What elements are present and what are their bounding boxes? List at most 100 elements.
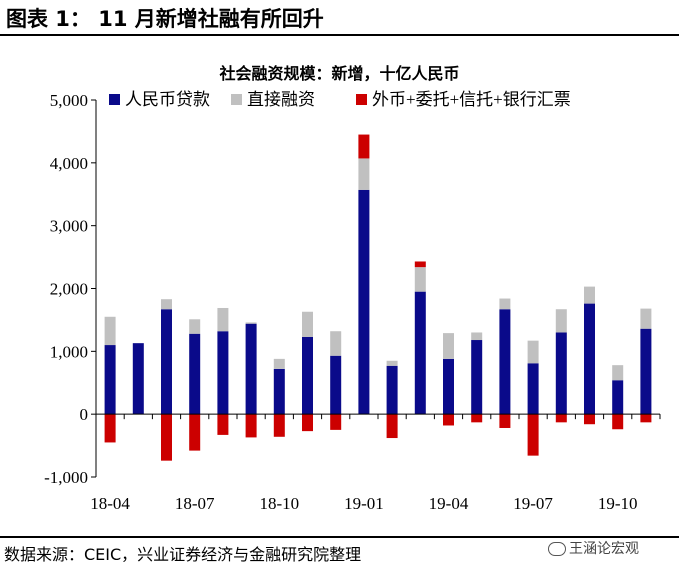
bar-rmb-loans [584, 303, 595, 415]
bar-group-18-12 [330, 331, 342, 430]
bar-group-18-07 [189, 319, 201, 451]
bar-rmb-loans [161, 309, 172, 415]
bar-other [358, 134, 370, 159]
bar-rmb-loans [330, 355, 342, 415]
watermark: 王涵论宏观 [548, 538, 639, 558]
bar-group-18-06 [161, 299, 172, 461]
bar-group-19-10 [612, 365, 624, 430]
bar-group-19-05 [471, 332, 483, 423]
legend-swatch-other [356, 94, 367, 105]
bar-group-19-08 [555, 309, 567, 423]
bar-direct-financing [358, 158, 370, 190]
x-tick-label: 19-10 [598, 494, 638, 513]
x-tick-label: 19-07 [513, 494, 553, 513]
bar-direct-financing [245, 322, 257, 324]
bars [104, 134, 652, 461]
bar-other [527, 414, 539, 456]
bar-group-18-11 [302, 311, 313, 432]
legend-swatch-rmb_loans [109, 94, 120, 105]
chart-title: 社会融资规模：新增，十亿人民币 [219, 64, 460, 83]
bar-other [104, 414, 116, 443]
bar-group-19-07 [527, 340, 539, 456]
x-tick-label: 18-07 [175, 494, 215, 513]
bar-other [386, 414, 398, 439]
legend: 人民币贷款 直接融资 外币+委托+信托+银行汇票 [109, 90, 571, 109]
bar-group-18-04 [104, 316, 116, 443]
bar-rmb-loans [104, 345, 116, 415]
bar-group-19-04 [443, 333, 454, 426]
source-note: 数据来源：CEIC，兴业证券经济与金融研究院整理 [4, 545, 362, 564]
top-rule [0, 34, 679, 36]
legend-swatch-direct [231, 94, 242, 105]
x-tick-label: 18-10 [259, 494, 299, 513]
bar-other [584, 414, 595, 425]
legend-label-rmb_loans: 人民币贷款 [125, 90, 210, 109]
bar-group-19-09 [584, 286, 595, 425]
bar-other [330, 414, 342, 430]
bar-rmb-loans [527, 363, 539, 415]
bar-direct-financing [443, 333, 454, 359]
bar-group-19-01 [358, 134, 370, 415]
x-tick-label: 19-04 [429, 494, 469, 513]
bar-rmb-loans [443, 358, 454, 415]
bar-other [161, 414, 172, 461]
bar-rmb-loans [471, 340, 483, 415]
x-tick-label: 18-04 [90, 494, 130, 513]
bar-direct-financing [471, 332, 483, 341]
y-tick-label: 0 [80, 405, 89, 424]
bar-rmb-loans [414, 291, 426, 415]
legend-label-direct: 直接融资 [247, 90, 315, 109]
bar-rmb-loans [273, 368, 285, 415]
legend-label-other: 外币+委托+信托+银行汇票 [372, 90, 571, 109]
bar-direct-financing [527, 340, 539, 364]
bar-group-19-11 [640, 308, 652, 423]
bar-group-19-02 [386, 360, 398, 439]
watermark-text: 王涵论宏观 [569, 541, 639, 557]
bar-other [443, 414, 454, 426]
bar-other [555, 414, 567, 423]
bar-rmb-loans [358, 189, 370, 415]
bar-other [640, 414, 652, 423]
bar-group-19-06 [499, 298, 511, 428]
bar-rmb-loans [640, 328, 652, 415]
y-tick-label: -1,000 [44, 468, 88, 487]
bar-other [471, 414, 483, 423]
bar-other [273, 414, 285, 437]
bar-direct-financing [499, 298, 511, 310]
bar-direct-financing [584, 286, 595, 304]
bar-rmb-loans [612, 380, 624, 415]
y-tick-label: 2,000 [50, 280, 88, 299]
y-tick-label: 3,000 [50, 217, 88, 236]
y-tick-label: 4,000 [50, 154, 88, 173]
bar-other [414, 261, 426, 268]
bar-rmb-loans [386, 365, 398, 415]
stacked-bar-chart: 人民币贷款 直接融资 外币+委托+信托+银行汇票 -1,000 0 1,000 2,000… [44, 90, 661, 513]
bar-rmb-loans [245, 323, 257, 415]
bar-group-18-10 [273, 358, 285, 437]
bar-group-18-09 [245, 322, 257, 438]
bar-group-18-05 [132, 343, 144, 415]
bar-direct-financing [640, 308, 652, 329]
bar-other [302, 414, 313, 432]
bar-direct-financing [189, 319, 201, 334]
y-axis: -1,000 0 1,000 2,000 3,000 4,000 5,000 [44, 91, 97, 487]
x-tick-label: 19-01 [344, 494, 384, 513]
bar-direct-financing [217, 307, 229, 332]
bar-rmb-loans [555, 332, 567, 415]
bottom-rule [0, 536, 679, 538]
bar-direct-financing [302, 311, 313, 337]
bar-direct-financing [330, 331, 342, 356]
figure-title: 图表 1： 11 月新增社融有所回升 [6, 7, 324, 31]
chat-bubble-icon [548, 542, 566, 556]
bar-direct-financing [414, 267, 426, 292]
bar-rmb-loans [217, 331, 229, 415]
bar-direct-financing [612, 365, 624, 381]
x-axis: 18-04 18-07 18-10 19-01 19-04 19-07 19-10 [90, 413, 661, 513]
y-tick-label: 1,000 [50, 342, 88, 361]
bar-direct-financing [104, 316, 116, 346]
y-tick-label: 5,000 [50, 91, 88, 110]
bar-rmb-loans [302, 336, 313, 415]
bar-group-18-08 [217, 307, 229, 435]
bar-group-19-03 [414, 261, 426, 415]
bar-other [217, 414, 229, 435]
